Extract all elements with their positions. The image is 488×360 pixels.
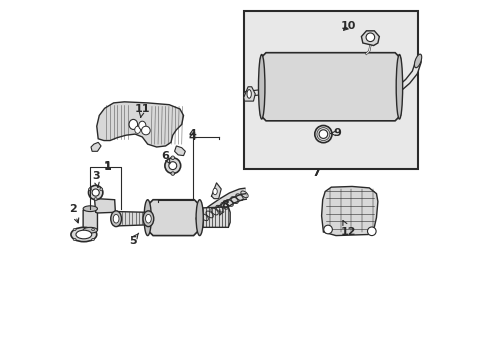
Text: 6: 6 <box>162 150 169 164</box>
Polygon shape <box>145 200 201 235</box>
Ellipse shape <box>76 230 92 239</box>
Ellipse shape <box>168 162 176 170</box>
Text: 2: 2 <box>69 204 79 223</box>
Ellipse shape <box>171 172 174 175</box>
Text: 9: 9 <box>330 129 341 138</box>
Ellipse shape <box>171 156 174 159</box>
Ellipse shape <box>258 54 264 119</box>
Polygon shape <box>244 87 255 101</box>
Text: 7: 7 <box>312 168 320 178</box>
Text: 7: 7 <box>312 168 320 178</box>
Ellipse shape <box>323 225 332 234</box>
Text: 3: 3 <box>92 171 99 187</box>
Ellipse shape <box>83 206 97 212</box>
Text: 4: 4 <box>188 129 196 139</box>
Ellipse shape <box>395 54 402 119</box>
Text: 11: 11 <box>134 104 150 117</box>
Text: 12: 12 <box>340 221 356 237</box>
Ellipse shape <box>319 130 327 138</box>
Text: 5: 5 <box>128 233 138 246</box>
Polygon shape <box>321 186 377 235</box>
Bar <box>244 12 418 169</box>
Polygon shape <box>97 102 183 147</box>
Ellipse shape <box>91 238 94 240</box>
Ellipse shape <box>413 54 421 68</box>
Ellipse shape <box>113 215 119 223</box>
Polygon shape <box>83 209 97 230</box>
Ellipse shape <box>142 211 153 226</box>
Ellipse shape <box>94 198 97 201</box>
Ellipse shape <box>83 227 97 233</box>
Polygon shape <box>361 31 379 45</box>
Ellipse shape <box>144 200 151 235</box>
Polygon shape <box>260 53 400 121</box>
Ellipse shape <box>196 200 203 235</box>
Polygon shape <box>94 199 115 213</box>
Ellipse shape <box>316 128 329 140</box>
Ellipse shape <box>135 126 140 134</box>
Ellipse shape <box>314 126 331 143</box>
Ellipse shape <box>367 227 375 235</box>
Polygon shape <box>199 207 230 227</box>
Ellipse shape <box>88 185 102 200</box>
Ellipse shape <box>366 33 374 41</box>
Ellipse shape <box>100 188 102 191</box>
Text: 1: 1 <box>103 161 111 171</box>
Polygon shape <box>91 142 101 151</box>
Ellipse shape <box>142 126 150 135</box>
Text: 1: 1 <box>103 162 111 172</box>
Text: 4: 4 <box>188 132 196 142</box>
Ellipse shape <box>92 189 99 196</box>
Ellipse shape <box>212 188 217 195</box>
Text: 10: 10 <box>340 21 355 31</box>
Ellipse shape <box>110 211 121 226</box>
Polygon shape <box>211 183 221 199</box>
Ellipse shape <box>129 120 137 130</box>
Polygon shape <box>115 212 148 226</box>
Ellipse shape <box>139 121 145 130</box>
Ellipse shape <box>164 158 180 174</box>
Ellipse shape <box>88 188 91 191</box>
Ellipse shape <box>246 90 251 98</box>
Ellipse shape <box>71 227 97 242</box>
Ellipse shape <box>73 238 76 240</box>
Ellipse shape <box>145 215 151 223</box>
Polygon shape <box>174 146 185 156</box>
Text: 8: 8 <box>219 200 228 215</box>
Ellipse shape <box>91 229 94 231</box>
Ellipse shape <box>73 229 76 231</box>
